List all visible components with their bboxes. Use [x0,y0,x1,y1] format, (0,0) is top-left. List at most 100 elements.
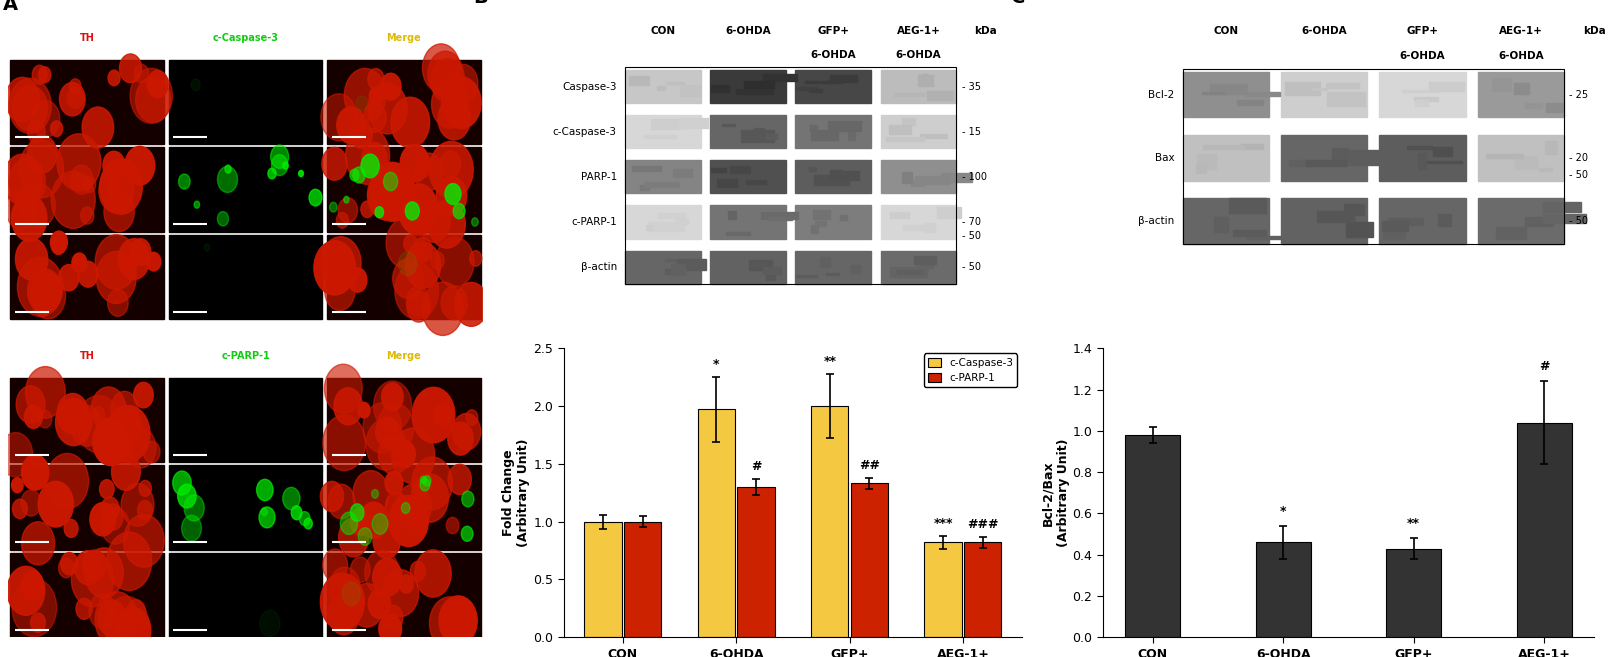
Circle shape [298,170,303,177]
Bar [1183,135,1269,181]
Text: - 50: - 50 [961,262,980,272]
Circle shape [98,168,134,213]
Text: GFP+: GFP+ [1407,26,1439,36]
Bar [625,522,662,637]
Bar [327,147,481,232]
Circle shape [336,212,348,228]
Circle shape [177,484,196,508]
Circle shape [52,171,95,229]
Bar [1513,83,1529,94]
Circle shape [412,457,452,510]
Circle shape [452,413,481,450]
Text: Caspase-3: Caspase-3 [562,81,617,92]
Circle shape [56,394,89,434]
Circle shape [108,290,129,316]
Circle shape [0,432,32,477]
Circle shape [377,403,414,451]
Bar [678,259,707,269]
Circle shape [39,411,52,428]
Circle shape [106,532,151,591]
Circle shape [217,166,238,193]
Circle shape [356,96,367,111]
Circle shape [430,141,473,198]
Circle shape [138,480,151,497]
Bar [650,119,679,129]
Text: **: ** [1407,517,1420,530]
Text: Merge: Merge [386,351,422,361]
Circle shape [343,582,361,606]
Bar [710,250,786,284]
Circle shape [16,238,48,280]
Text: PARP-1: PARP-1 [581,172,617,182]
Bar [737,487,774,637]
Text: GFP+: GFP+ [818,26,848,36]
Circle shape [95,235,137,289]
Bar [815,221,826,226]
Bar [1383,221,1409,231]
Circle shape [103,151,126,180]
Circle shape [124,514,164,567]
Bar [881,206,956,238]
Circle shape [383,172,398,191]
Bar [811,129,839,139]
Circle shape [328,484,354,519]
Circle shape [470,251,481,266]
Bar [914,175,948,184]
Circle shape [21,522,55,565]
Circle shape [19,140,63,198]
Text: β-actin: β-actin [1138,215,1175,226]
Bar [918,75,932,85]
Circle shape [147,70,167,98]
Circle shape [71,405,103,446]
Circle shape [82,107,114,148]
Circle shape [184,495,204,521]
Circle shape [404,235,417,252]
Bar [1547,102,1563,112]
Circle shape [401,145,430,182]
Bar [327,465,481,550]
Circle shape [320,237,361,290]
Circle shape [401,498,415,517]
Bar [1415,100,1428,106]
Circle shape [448,76,465,99]
Bar [726,232,750,235]
Bar [795,206,871,238]
Circle shape [396,189,411,206]
Circle shape [111,453,140,490]
Text: 6-OHDA: 6-OHDA [810,50,857,60]
Circle shape [6,189,37,230]
Circle shape [259,610,280,637]
Circle shape [361,502,388,539]
Bar [1183,198,1269,244]
Text: - 35: - 35 [961,81,980,92]
Bar [675,219,687,223]
Text: ***: *** [934,517,953,530]
Bar [1233,231,1265,236]
Circle shape [126,600,145,625]
Circle shape [349,583,383,627]
Circle shape [375,417,398,447]
Circle shape [47,453,89,509]
Bar [894,93,924,96]
Bar [813,175,848,185]
Circle shape [440,596,477,646]
Circle shape [6,566,45,616]
Text: B: B [473,0,488,7]
Bar [657,86,665,90]
Bar [1282,198,1367,244]
Bar [1198,154,1216,169]
Bar [649,222,684,231]
Circle shape [349,169,359,181]
Circle shape [374,558,402,597]
Circle shape [390,495,428,547]
Bar [1203,91,1224,94]
Circle shape [412,388,456,443]
Y-axis label: Fold Change
(Arbitrary Unit): Fold Change (Arbitrary Unit) [502,438,530,547]
Bar [897,270,923,274]
Circle shape [21,183,55,228]
Circle shape [419,201,451,242]
Bar [1196,165,1206,173]
Text: - 15: - 15 [961,127,980,137]
Bar [625,250,700,284]
Circle shape [420,478,430,491]
